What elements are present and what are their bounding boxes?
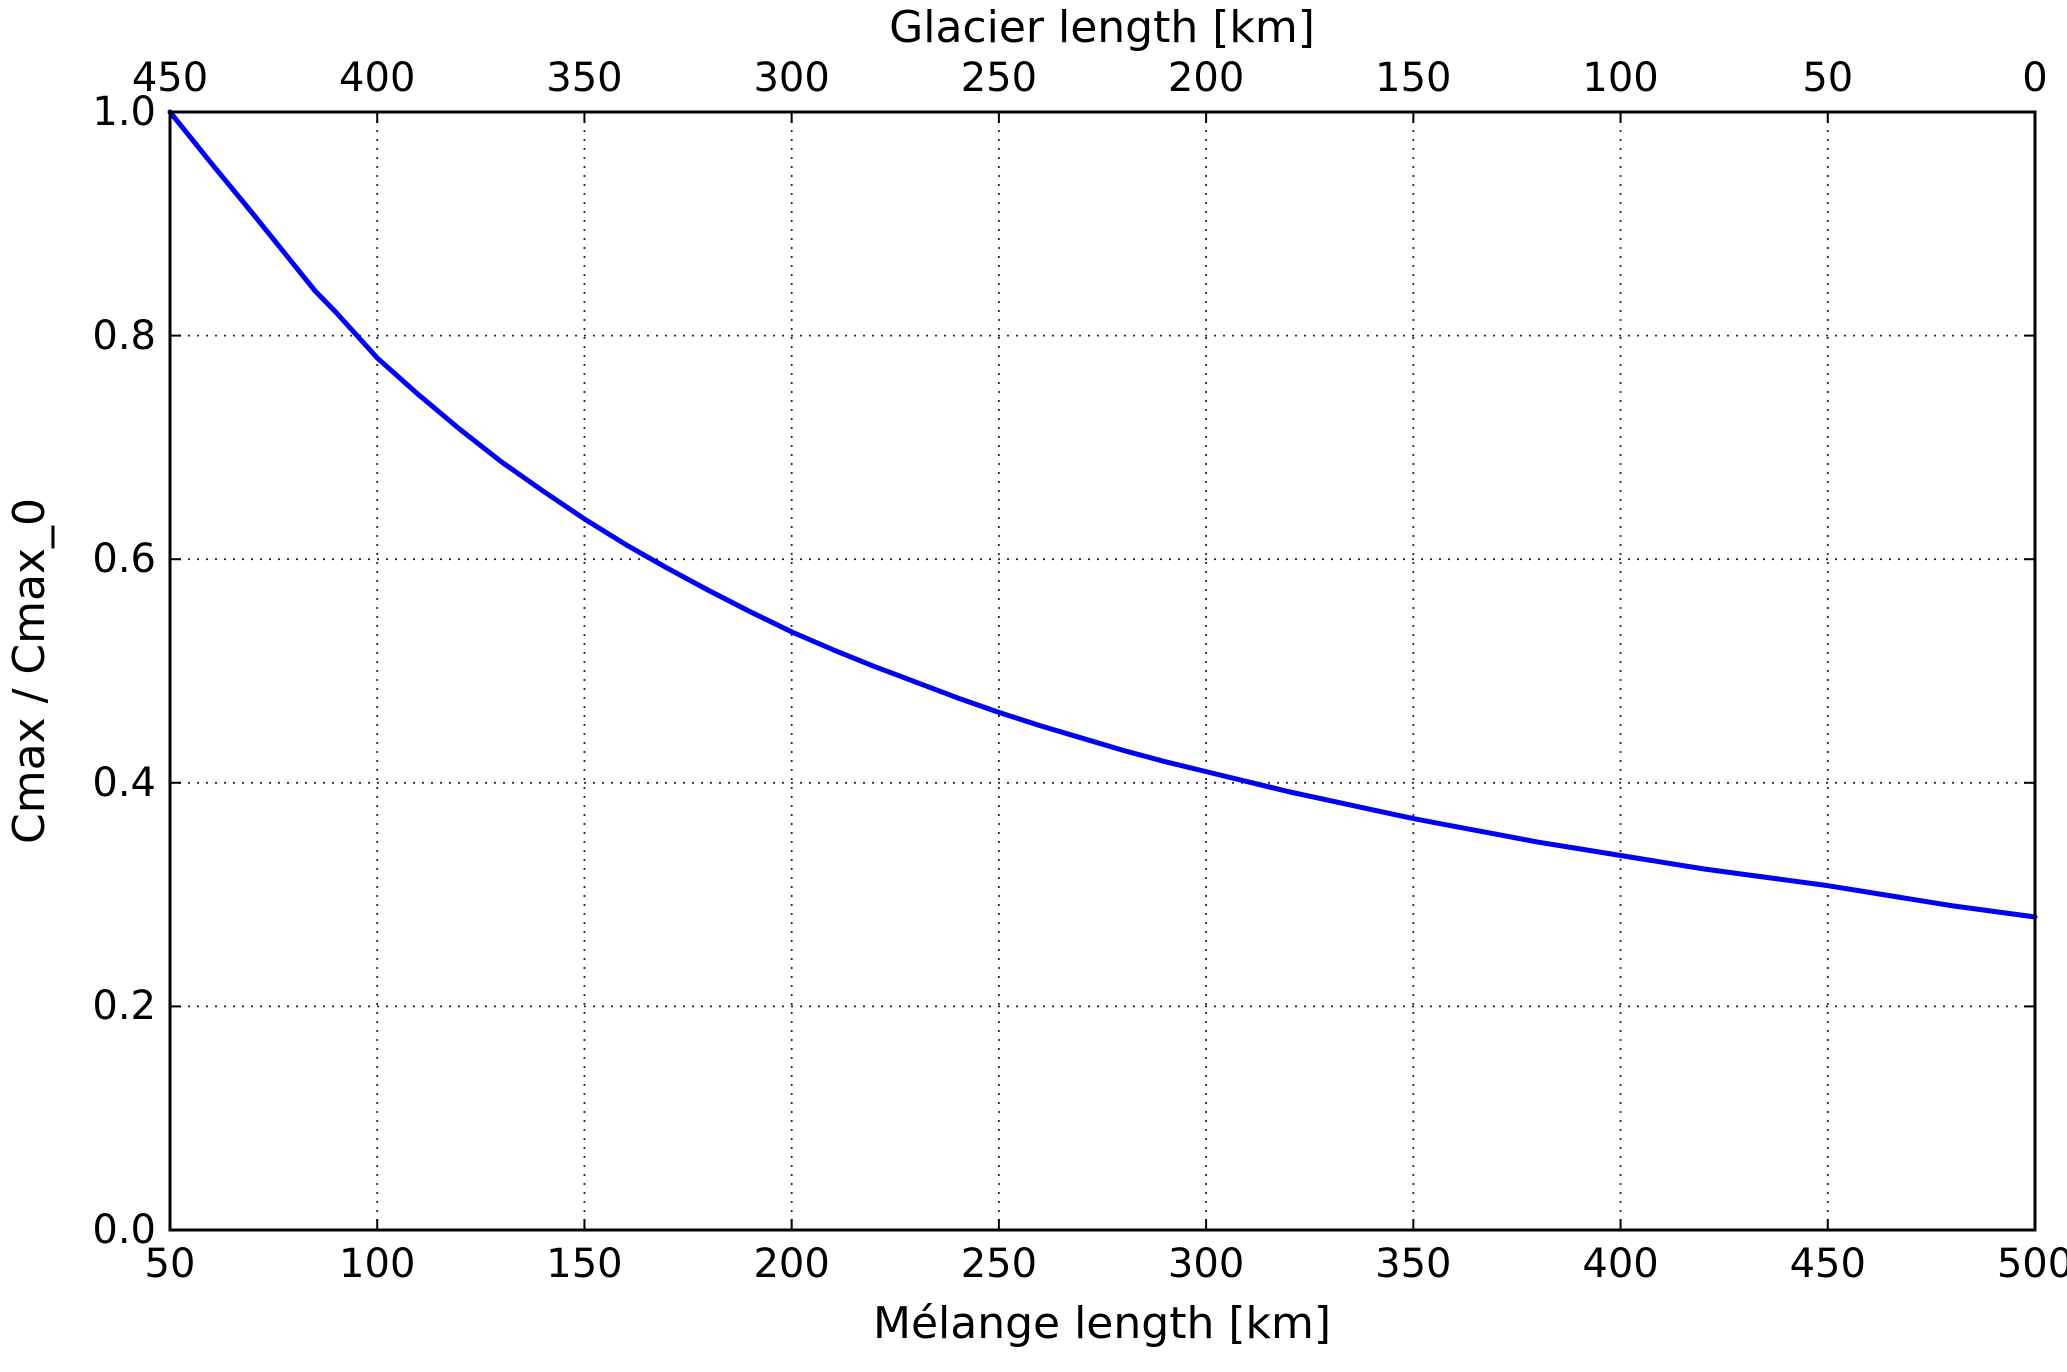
y-tick-label: 0.8 bbox=[92, 312, 156, 359]
x-tick-label-bottom: 250 bbox=[960, 1241, 1038, 1287]
top-x-axis-title: Glacier length [km] bbox=[889, 2, 1315, 53]
x-tick-label-bottom: 300 bbox=[1167, 1241, 1245, 1287]
y-tick-label: 0.0 bbox=[92, 1207, 156, 1253]
y-tick-label: 1.0 bbox=[92, 89, 156, 135]
x-tick-label-top: 300 bbox=[753, 55, 830, 101]
x-tick-label-top: 100 bbox=[1582, 55, 1659, 101]
y-axis-title: Cmax / Cmax_0 bbox=[3, 498, 55, 844]
x-tick-label-top: 200 bbox=[1167, 55, 1245, 101]
bottom-x-axis-title: Mélange length [km] bbox=[872, 1298, 1332, 1349]
y-tick-label: 0.6 bbox=[92, 536, 156, 583]
data-line bbox=[167, 109, 2038, 920]
plot-frame bbox=[168, 110, 2037, 1232]
y-tick-label: 0.4 bbox=[92, 759, 156, 806]
x-tick-label-top: 150 bbox=[1375, 55, 1452, 101]
x-tick-label-top: 250 bbox=[960, 55, 1038, 101]
x-tick-label-bottom: 150 bbox=[546, 1241, 623, 1287]
x-tick-label-bottom: 350 bbox=[1375, 1241, 1452, 1287]
x-tick-label-top: 400 bbox=[339, 55, 416, 101]
x-tick-label-bottom: 400 bbox=[1582, 1241, 1659, 1287]
x-tick-label-bottom: 200 bbox=[753, 1241, 830, 1287]
x-tick-label-top: 50 bbox=[1802, 55, 1854, 101]
x-tick-label-bottom: 50 bbox=[144, 1241, 196, 1287]
x-tick-label-bottom: 100 bbox=[339, 1241, 416, 1287]
x-tick-label-top: 450 bbox=[131, 55, 209, 101]
y-tick-label: 0.2 bbox=[92, 983, 156, 1030]
x-tick-label-top: 350 bbox=[546, 55, 623, 101]
x-tick-label-top: 0 bbox=[2022, 55, 2048, 101]
x-tick-label-bottom: 500 bbox=[1996, 1241, 2067, 1287]
x-tick-label-bottom: 450 bbox=[1789, 1241, 1866, 1287]
